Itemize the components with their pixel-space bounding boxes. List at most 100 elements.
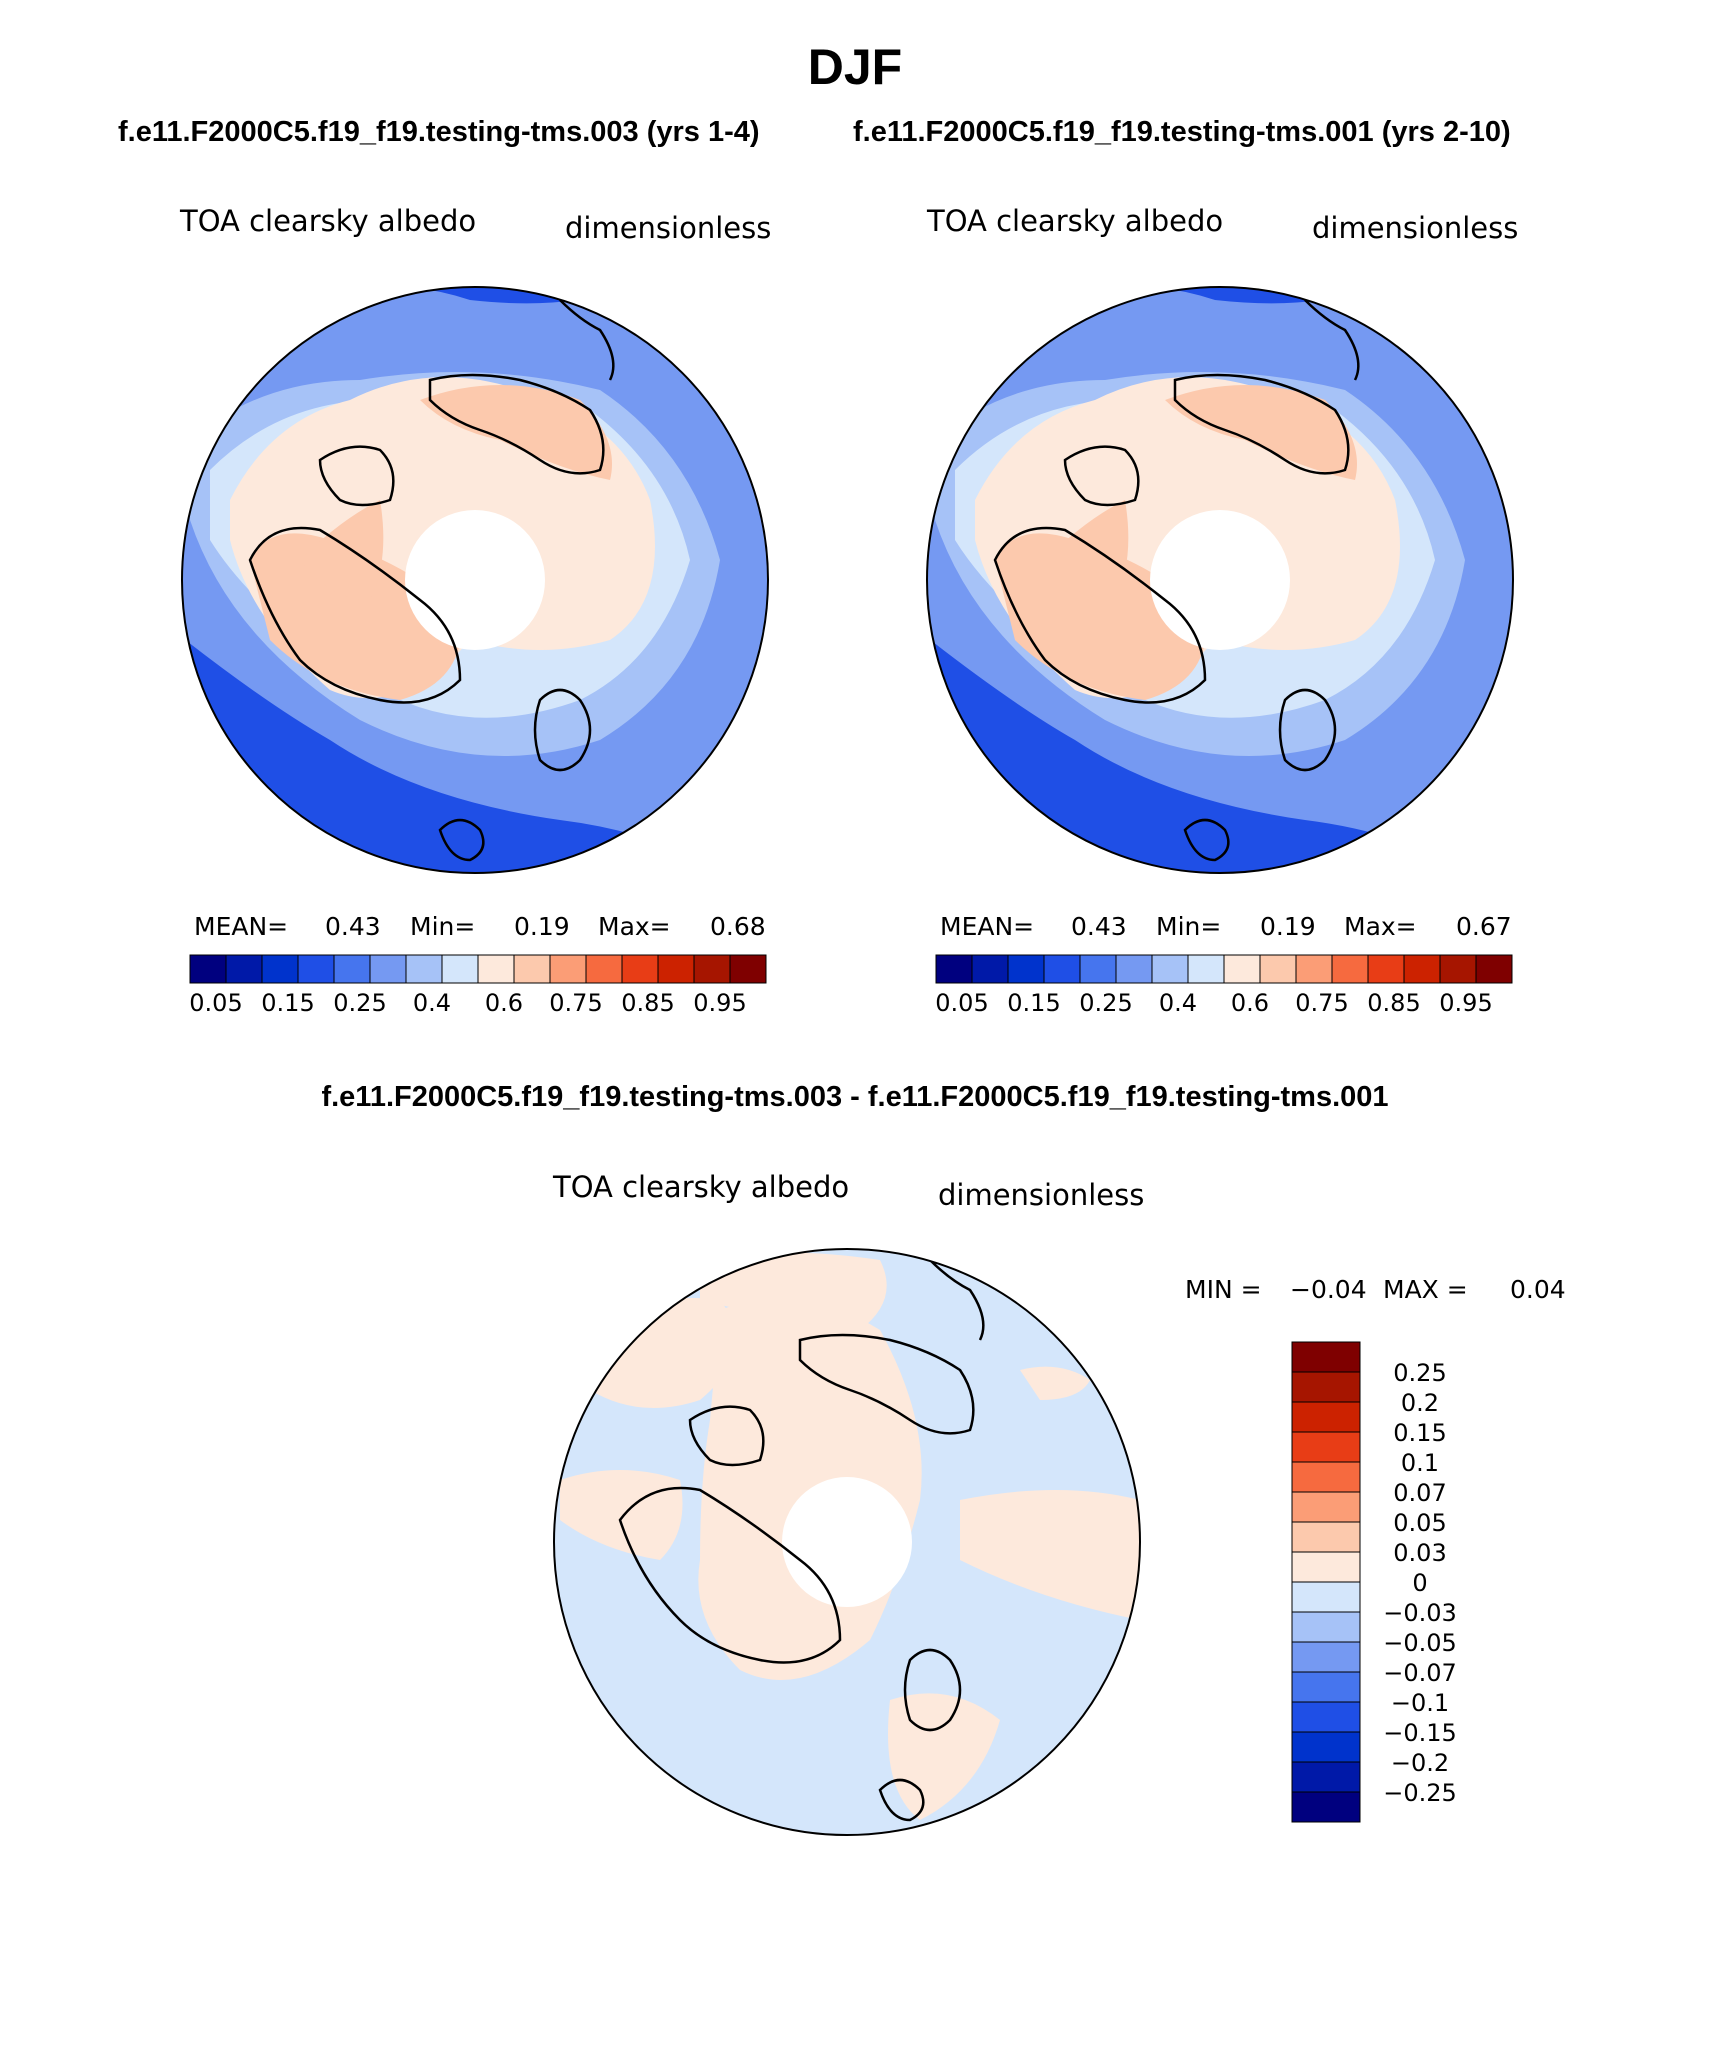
panel-diff-min-value: −0.04: [1290, 1275, 1367, 1304]
colorbar-tick-label: 0.05: [1393, 1509, 1446, 1537]
colorbar-tick-label: −0.07: [1383, 1659, 1457, 1687]
colorbar-tick-label: −0.2: [1391, 1749, 1449, 1777]
panel-diff-variable: TOA clearsky albedo: [552, 1170, 849, 1204]
colorbar-cell: [729, 954, 767, 984]
colorbar-cell: [1223, 954, 1261, 984]
panel-b-variable: TOA clearsky albedo: [926, 204, 1223, 238]
field-region-orange-siberia: [420, 385, 612, 480]
panel-diff-max-value: 0.04: [1510, 1275, 1566, 1304]
colorbar-tick-label: 0.03: [1393, 1539, 1446, 1567]
field-region-positive-east: [960, 1490, 1140, 1620]
panel-diff: TOA clearsky albedo dimensionless MIN =: [552, 1170, 1566, 1836]
colorbar-cell: [657, 954, 695, 984]
coastlines: [248, 299, 615, 862]
colorbar-cell: [693, 954, 731, 984]
colorbar-tick-label: 0.1: [1401, 1449, 1439, 1477]
panel-a-min-value: 0.19: [514, 912, 570, 941]
colorbar-cell: [1291, 1641, 1361, 1673]
colorbar-cell: [1291, 1581, 1361, 1613]
case-a-title: f.e11.F2000C5.f19_f19.testing-tms.003 (y…: [118, 116, 760, 148]
panel-a-colorbar: 0.05 0.15 0.25 0.4 0.6 0.75 0.85 0.95: [189, 954, 767, 1017]
colorbar-cell: [441, 954, 479, 984]
colorbar-cell: [549, 954, 587, 984]
colorbar-cell: [1331, 954, 1369, 984]
panel-a-mean-value: 0.43: [325, 912, 381, 941]
colorbar-tick-label: −0.1: [1391, 1689, 1449, 1717]
field-region-positive-ne-patch: [1020, 1366, 1090, 1400]
colorbar-tick-label: 0.95: [1439, 989, 1492, 1017]
colorbar-tick-label: 0.4: [413, 989, 451, 1017]
colorbar-cell: [1295, 954, 1333, 984]
colorbar-cell: [1439, 954, 1477, 984]
colorbar-cell: [1259, 954, 1297, 984]
colorbar-cell: [1475, 954, 1513, 984]
colorbar-tick-label: 0.25: [1393, 1359, 1446, 1387]
colorbar-cell: [477, 954, 515, 984]
panel-a-max-value: 0.68: [710, 912, 766, 941]
colorbar-cell: [1291, 1371, 1361, 1403]
panel-diff-units: dimensionless: [938, 1178, 1144, 1212]
panel-b-units: dimensionless: [1312, 211, 1518, 245]
case-b-title: f.e11.F2000C5.f19_f19.testing-tms.001 (y…: [853, 116, 1511, 148]
colorbar-tick-label: 0.85: [1367, 989, 1420, 1017]
colorbar-cell: [225, 954, 263, 984]
colorbar-cell: [1291, 1461, 1361, 1493]
field-region-positive-north: [700, 1252, 887, 1330]
polar-hole: [1150, 510, 1290, 650]
colorbar-cell: [189, 954, 227, 984]
map-frame: [553, 1248, 1141, 1836]
panel-a-units: dimensionless: [565, 211, 771, 245]
colorbar-cell: [1403, 954, 1441, 984]
map-frame: [926, 286, 1514, 874]
diff-title: f.e11.F2000C5.f19_f19.testing-tms.003 - …: [321, 1081, 1388, 1113]
colorbar-tick-label: 0.15: [1393, 1419, 1446, 1447]
colorbar-cell: [1187, 954, 1225, 984]
colorbar-tick-label: 0.95: [693, 989, 746, 1017]
panel-b-max-value: 0.67: [1456, 912, 1512, 941]
colorbar-tick-label: 0.75: [549, 989, 602, 1017]
panel-b-min-value: 0.19: [1260, 912, 1316, 941]
panel-a-min-label: Min=: [410, 912, 475, 941]
field-region-orange-canada: [300, 500, 384, 600]
panel-diff-min-label: MIN =: [1185, 1275, 1262, 1304]
panel-b-mean-label: MEAN=: [940, 912, 1034, 941]
colorbar-cell: [1115, 954, 1153, 984]
colorbar-cell: [261, 954, 299, 984]
map-frame: [181, 286, 769, 874]
colorbar-cell: [1291, 1611, 1361, 1643]
colorbar-cell: [297, 954, 335, 984]
colorbar-cell: [1291, 1491, 1361, 1523]
colorbar-cell: [1007, 954, 1045, 984]
colorbar-tick-label: 0.05: [935, 989, 988, 1017]
field-region-orange-siberia: [1165, 385, 1357, 480]
panel-b: TOA clearsky albedo dimensionless MEA: [926, 204, 1518, 1017]
colorbar-cell: [585, 954, 623, 984]
colorbar-tick-label: 0.4: [1159, 989, 1197, 1017]
colorbar-tick-label: −0.25: [1383, 1779, 1457, 1807]
colorbar-cell: [1291, 1521, 1361, 1553]
colorbar-cell: [405, 954, 443, 984]
colorbar-cell: [1043, 954, 1081, 984]
panel-b-colorbar: 0.05 0.15 0.25 0.4 0.6 0.75 0.85 0.95: [935, 954, 1513, 1017]
colorbar-cell: [935, 954, 973, 984]
colorbar-cell: [1291, 1671, 1361, 1703]
coastlines: [618, 1259, 985, 1822]
colorbar-cell: [1291, 1791, 1361, 1823]
colorbar-cell: [621, 954, 659, 984]
colorbar-tick-label: 0.85: [621, 989, 674, 1017]
field-region-orange-canada: [1045, 500, 1129, 600]
colorbar-tick-label: 0.15: [1007, 989, 1060, 1017]
colorbar-tick-label: 0.07: [1393, 1479, 1446, 1507]
colorbar-cell: [513, 954, 551, 984]
panel-diff-map: [554, 1249, 1140, 1835]
panel-b-max-label: Max=: [1344, 912, 1417, 941]
colorbar-cell: [971, 954, 1009, 984]
colorbar-cell: [1291, 1551, 1361, 1583]
colorbar-tick-label: 0.25: [1079, 989, 1132, 1017]
colorbar-cell: [1367, 954, 1405, 984]
panel-b-map: [927, 287, 1513, 873]
colorbar-cell: [333, 954, 371, 984]
colorbar-tick-label: 0.05: [189, 989, 242, 1017]
polar-hole: [782, 1477, 912, 1607]
panel-b-min-label: Min=: [1156, 912, 1221, 941]
